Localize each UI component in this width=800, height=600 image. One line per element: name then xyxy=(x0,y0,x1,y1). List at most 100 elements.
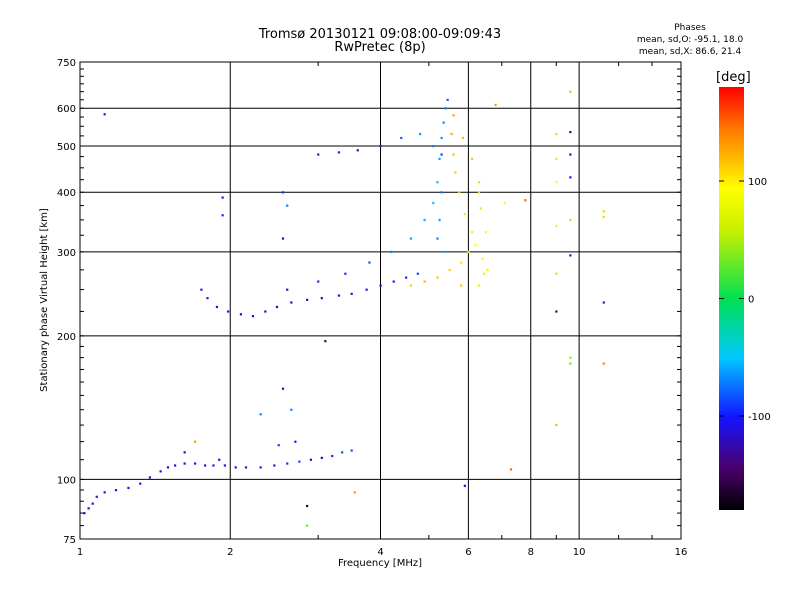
data-point xyxy=(259,413,262,416)
colorbar-tick-label: 100 xyxy=(748,177,767,188)
data-point xyxy=(458,191,461,194)
data-point xyxy=(423,280,426,283)
data-point xyxy=(309,458,312,461)
data-point xyxy=(337,151,341,154)
data-point xyxy=(234,466,237,469)
data-point xyxy=(494,103,497,107)
data-point xyxy=(479,207,482,210)
data-point xyxy=(306,504,309,508)
data-point xyxy=(215,305,219,309)
data-point xyxy=(379,144,382,148)
data-point xyxy=(602,210,605,213)
data-point xyxy=(206,297,209,300)
data-point xyxy=(442,250,445,254)
data-point xyxy=(569,90,572,93)
data-point xyxy=(440,136,443,140)
data-point xyxy=(83,512,86,515)
data-point xyxy=(350,449,353,452)
data-point xyxy=(286,288,289,291)
data-point xyxy=(212,464,215,467)
data-point xyxy=(509,468,513,471)
data-point xyxy=(320,297,323,300)
y-tick-label: 750 xyxy=(57,58,76,69)
x-tick-label: 1 xyxy=(77,547,83,558)
colorbar-ticks: 100 0 -100 xyxy=(719,177,771,423)
data-point xyxy=(555,310,558,313)
data-point xyxy=(467,250,470,254)
data-point xyxy=(356,149,359,152)
data-point xyxy=(442,121,445,124)
chart-subtitle: RwPretec (8p) xyxy=(334,40,426,55)
data-point xyxy=(555,157,558,161)
data-point xyxy=(477,191,481,194)
data-point xyxy=(227,310,230,313)
data-point xyxy=(337,294,341,297)
data-point xyxy=(409,284,412,287)
data-point xyxy=(602,301,605,304)
y-tick-label: 200 xyxy=(57,332,76,343)
data-point xyxy=(436,181,439,184)
data-point xyxy=(183,451,186,454)
phase-x-stats: mean, sd,X: 86.6, 21.4 xyxy=(638,47,742,57)
data-point xyxy=(87,507,90,510)
data-point xyxy=(281,237,285,240)
y-tick-label: 600 xyxy=(57,104,76,115)
data-points xyxy=(83,90,605,527)
x-tick-label: 4 xyxy=(377,547,383,558)
data-point xyxy=(555,424,558,427)
data-point xyxy=(103,491,106,494)
data-point xyxy=(569,362,572,365)
phase-o-stats: mean, sd,O: -95.1, 18.0 xyxy=(636,35,744,45)
data-point xyxy=(139,482,142,485)
y-axis-ticks: 75 100 200 300 400 500 600 750 xyxy=(57,58,681,546)
data-point xyxy=(569,153,572,156)
data-point xyxy=(103,113,106,116)
data-point xyxy=(569,254,572,257)
data-point xyxy=(173,464,177,467)
data-point xyxy=(423,218,426,222)
data-point xyxy=(460,284,463,287)
data-point xyxy=(555,132,558,136)
data-point xyxy=(331,454,334,458)
data-point xyxy=(127,486,130,490)
data-point xyxy=(446,98,449,101)
data-point xyxy=(306,298,309,301)
data-point xyxy=(277,444,280,447)
data-point xyxy=(239,313,243,316)
data-point xyxy=(324,340,327,343)
data-point xyxy=(452,153,455,156)
data-point xyxy=(555,272,558,275)
data-point xyxy=(484,231,487,234)
data-point xyxy=(317,153,320,156)
colorbar-tick-label: -100 xyxy=(748,412,771,423)
data-point xyxy=(474,244,477,247)
data-point xyxy=(221,214,224,217)
data-point xyxy=(390,250,393,254)
data-point xyxy=(444,107,447,110)
data-point xyxy=(438,218,441,222)
y-tick-label: 400 xyxy=(57,188,76,199)
data-point xyxy=(460,261,463,264)
data-point xyxy=(320,456,323,459)
data-point xyxy=(223,464,226,467)
data-point xyxy=(440,153,443,156)
data-point xyxy=(569,176,572,179)
x-tick-label: 8 xyxy=(528,547,534,558)
data-point xyxy=(341,451,344,454)
data-point xyxy=(432,144,435,148)
data-point xyxy=(486,268,489,272)
data-point xyxy=(503,201,507,205)
data-point xyxy=(251,315,255,318)
data-point xyxy=(436,276,439,279)
x-axis-label: Frequency [MHz] xyxy=(338,558,422,569)
data-point xyxy=(368,261,371,264)
data-point xyxy=(436,237,439,240)
x-tick-label: 10 xyxy=(573,547,586,558)
data-point xyxy=(483,272,486,275)
colorbar-title: [deg] xyxy=(716,70,751,85)
data-point xyxy=(290,301,293,304)
y-tick-label: 100 xyxy=(57,475,76,486)
data-point xyxy=(470,157,474,161)
data-point xyxy=(524,199,527,202)
